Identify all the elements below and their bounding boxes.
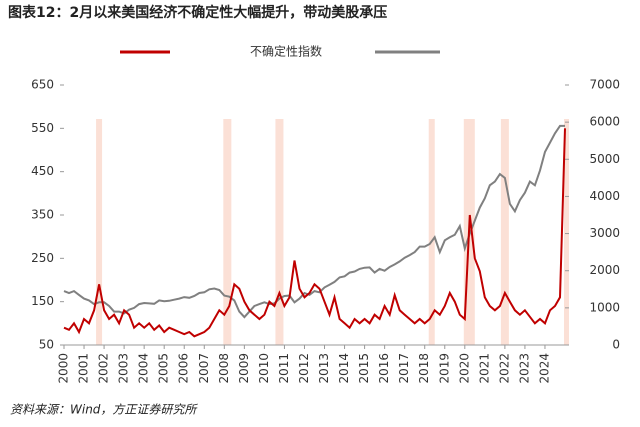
x-tick-label: 2014 <box>337 353 351 384</box>
shaded-period <box>563 119 570 345</box>
x-tick-label: 2024 <box>537 353 551 384</box>
x-tick-label: 2020 <box>457 353 471 384</box>
y2-tick-label: 2000 <box>589 263 620 277</box>
shaded-period <box>275 119 284 345</box>
x-tick-label: 2017 <box>397 353 411 384</box>
y-tick-label: 50 <box>39 338 54 352</box>
x-tick-label: 2001 <box>77 353 91 384</box>
x-tick-label: 2016 <box>377 353 391 384</box>
x-tick-label: 2000 <box>57 353 71 384</box>
line-series <box>63 124 565 319</box>
y2-tick-label: 3000 <box>589 226 620 240</box>
x-tick-label: 2002 <box>97 353 111 384</box>
y2-tick-label: 5000 <box>589 152 620 166</box>
y2-tick-label: 1000 <box>589 300 620 314</box>
x-tick-label: 2006 <box>177 353 191 384</box>
y-tick-label: 650 <box>31 78 54 92</box>
x-tick-label: 2022 <box>497 353 511 384</box>
shaded-period <box>223 119 232 345</box>
x-tick-label: 2009 <box>237 353 251 384</box>
x-tick-label: 2021 <box>477 353 491 384</box>
x-tick-label: 2015 <box>357 353 371 384</box>
x-tick-label: 2011 <box>277 353 291 384</box>
y2-tick-label: 7000 <box>589 78 620 92</box>
x-tick-label: 2004 <box>137 353 151 384</box>
shaded-period <box>428 119 435 345</box>
x-tick-label: 2012 <box>297 353 311 384</box>
x-tick-label: 2003 <box>117 353 131 384</box>
x-tick-label: 2010 <box>257 353 271 384</box>
x-tick-label: 2023 <box>517 353 531 384</box>
shaded-period <box>500 119 509 345</box>
legend-label: 不确定性指数 <box>250 44 322 59</box>
y-tick-label: 150 <box>31 294 54 308</box>
x-tick-label: 2005 <box>157 353 171 384</box>
y2-tick-label: 6000 <box>589 115 620 129</box>
y2-tick-label: 4000 <box>589 189 620 203</box>
x-tick-label: 2013 <box>317 353 331 384</box>
y-tick-label: 350 <box>31 208 54 222</box>
y-tick-label: 250 <box>31 251 54 265</box>
x-tick-label: 2008 <box>217 353 231 384</box>
source: 资料来源：Wind，方正证券研究所 <box>10 403 198 417</box>
x-tick-label: 2007 <box>197 353 211 384</box>
y-tick-label: 550 <box>31 121 54 135</box>
x-tick-label: 2019 <box>437 353 451 384</box>
line-series <box>63 128 566 338</box>
y-tick-label: 450 <box>31 164 54 178</box>
y2-tick-label: 0 <box>612 338 620 352</box>
chart-title: 图表12：2月以来美国经济不确定性大幅提升，带动美股承压 <box>8 4 387 21</box>
shaded-period <box>96 119 103 345</box>
x-tick-label: 2018 <box>417 353 431 384</box>
